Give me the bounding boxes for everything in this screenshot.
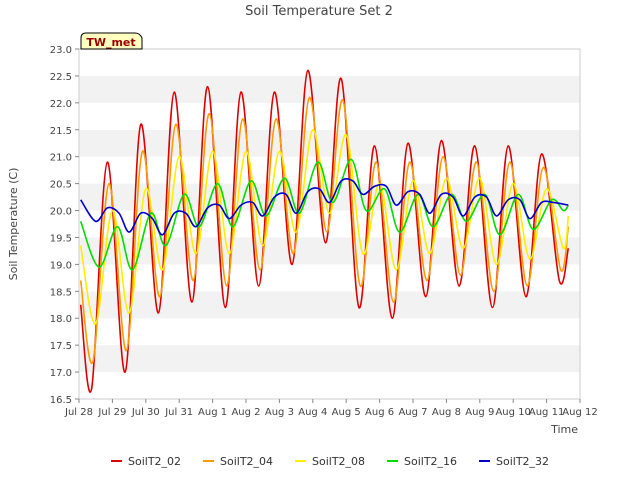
plot-frame (78, 48, 581, 400)
grid-band (79, 49, 580, 76)
x-tick-label: Aug 2 (231, 407, 260, 418)
x-tick-label: Aug 3 (265, 407, 294, 418)
x-tick-label: Aug 1 (198, 407, 227, 418)
y-tick-label: 16.5 (50, 395, 72, 406)
y-tick-label: 20.5 (50, 180, 72, 191)
y-tick-label: 20.0 (50, 207, 72, 218)
series-line-soilt2-08 (79, 128, 570, 325)
legend-label: SoilT2_16 (404, 455, 457, 468)
site-label: TW_met (86, 36, 135, 49)
y-tick-label: 21.0 (50, 153, 72, 164)
x-tick-label: Aug 9 (465, 407, 494, 418)
series-line-soilt2-32 (79, 177, 569, 236)
x-tick-label: Aug 12 (562, 407, 597, 418)
legend-label: SoilT2_08 (312, 455, 365, 468)
y-tick-label: 21.5 (50, 126, 72, 137)
series-line-soilt2-04 (79, 96, 570, 365)
x-tick-label: Jul 29 (97, 407, 126, 418)
y-tick-label: 18.0 (50, 314, 72, 325)
x-tick-label: Jul 31 (164, 407, 193, 418)
x-tick-label: Aug 6 (365, 407, 394, 418)
y-tick-label: 19.5 (50, 233, 72, 244)
series-lines (79, 69, 570, 393)
x-tick-label: Aug 4 (298, 407, 327, 418)
y-tick-label: 22.0 (50, 99, 72, 110)
y-axis-label: Soil Temperature (C) (7, 168, 20, 281)
y-tick-label: 18.5 (50, 287, 72, 298)
y-tick-label: 23.0 (50, 45, 72, 56)
grid-band (79, 372, 580, 399)
grid-band (79, 129, 580, 157)
grid-band (79, 345, 580, 373)
x-axis-ticks: Jul 28 Jul 29 Jul 30 Jul 31 Aug 1 Aug 2 Aug 3 A… (64, 399, 598, 418)
legend: SoilT2_02 SoilT2_04 SoilT2_08 SoilT2_16 Soil… (111, 455, 549, 468)
x-tick-label: Aug 11 (529, 407, 564, 418)
y-tick-label: 19.0 (50, 260, 72, 271)
x-tick-label: Jul 28 (64, 407, 93, 418)
legend-label: SoilT2_04 (220, 455, 273, 468)
legend-label: SoilT2_32 (496, 455, 549, 468)
site-label-box: TW_met (80, 32, 143, 50)
x-axis-label: Time (550, 423, 578, 436)
x-tick-label: Jul 30 (131, 407, 160, 418)
x-tick-label: Aug 10 (495, 407, 530, 418)
grid-band (79, 291, 580, 319)
grid-band (79, 75, 580, 103)
grid-band (79, 102, 580, 130)
y-axis-ticks: 16.5 17.0 17.5 18.0 18.5 19.0 19.5 20.0 20.5 21.0… (50, 45, 79, 406)
x-tick-label: Aug 8 (432, 407, 461, 418)
series-line-soilt2-16 (79, 158, 569, 271)
chart-title: Soil Temperature Set 2 (245, 4, 393, 19)
x-tick-label: Aug 5 (332, 407, 361, 418)
y-tick-label: 17.0 (50, 368, 72, 379)
legend-label: SoilT2_02 (128, 455, 181, 468)
grid-band (79, 156, 580, 184)
x-tick-label: Aug 7 (398, 407, 427, 418)
y-tick-label: 22.5 (50, 72, 72, 83)
grid-band (79, 318, 580, 346)
y-tick-label: 17.5 (50, 341, 72, 352)
